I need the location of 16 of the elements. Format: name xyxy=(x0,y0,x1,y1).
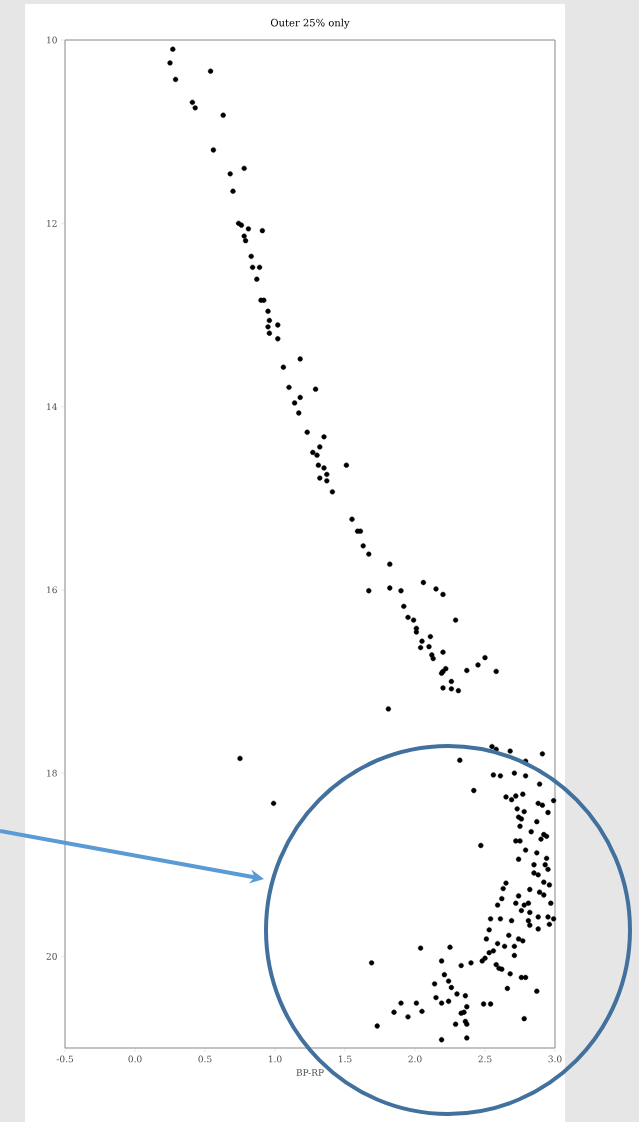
y-tick-label: 20 xyxy=(46,952,57,960)
x-tick-label: 0.0 xyxy=(128,1055,142,1063)
x-tick-label: 0.5 xyxy=(198,1055,212,1063)
y-tick-label: 16 xyxy=(47,586,57,594)
x-tick-label: 1.5 xyxy=(338,1055,352,1063)
x-tick-label: 3.0 xyxy=(548,1055,562,1063)
x-tick-label: 2.5 xyxy=(478,1055,492,1063)
y-tick-label: 12 xyxy=(47,219,57,227)
x-tick-label: 1.0 xyxy=(268,1055,282,1063)
x-tick-label: -0.5 xyxy=(56,1055,73,1063)
y-tick-label: 10 xyxy=(47,36,57,44)
x-axis-title: BP-RP xyxy=(296,1069,324,1076)
y-tick-label: 18 xyxy=(47,769,57,777)
chart-title: Outer 25% only xyxy=(270,18,350,29)
x-tick-label: 2.0 xyxy=(408,1055,422,1063)
y-tick-label: 14 xyxy=(47,403,58,410)
